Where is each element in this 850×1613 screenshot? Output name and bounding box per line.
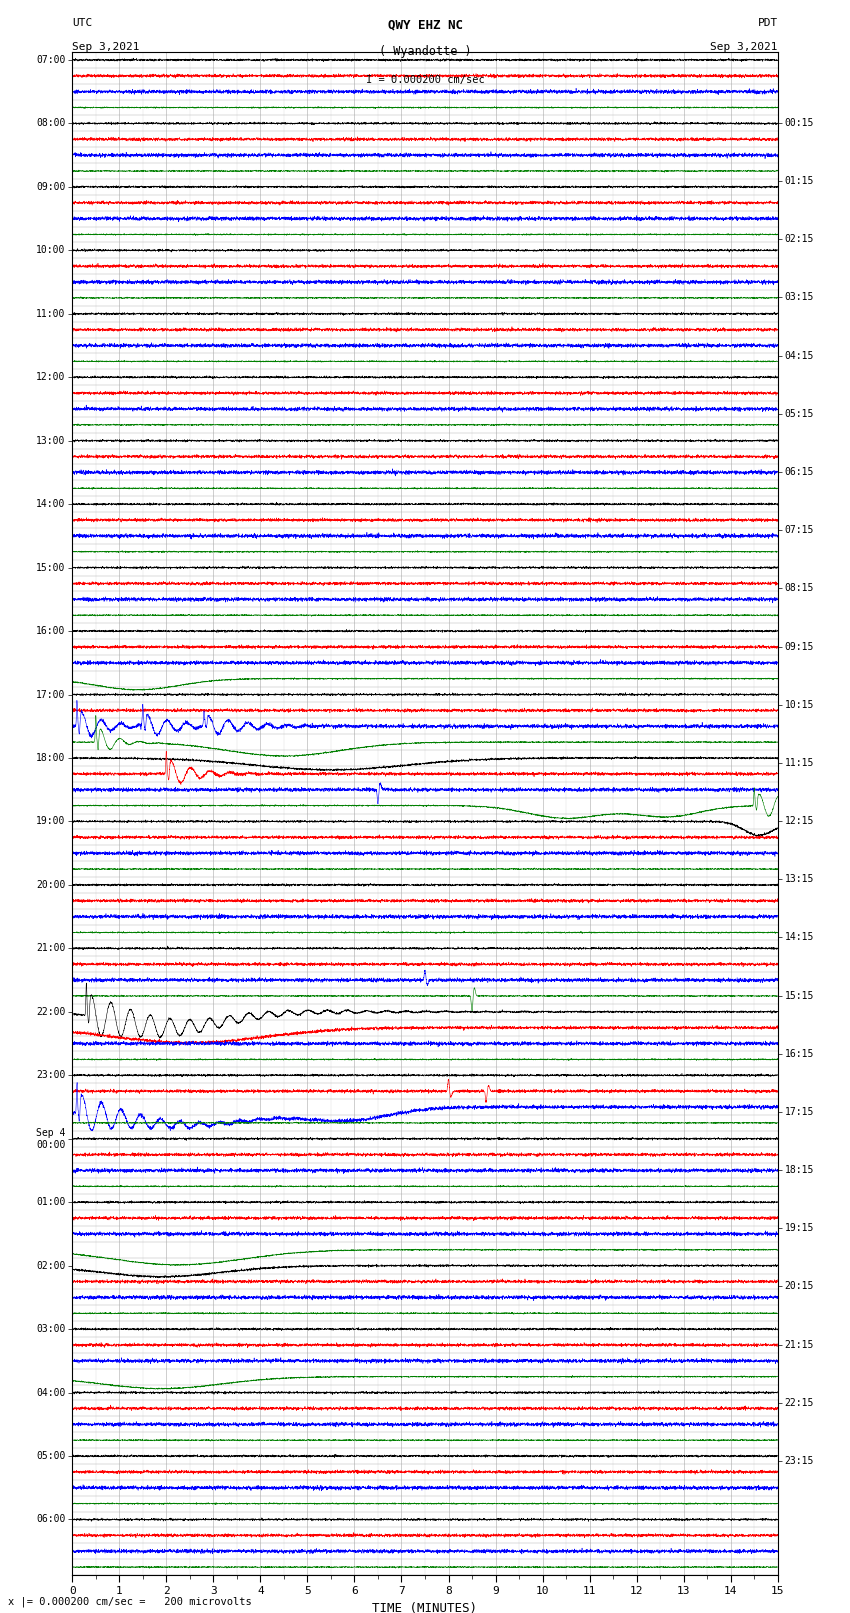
Text: QWY EHZ NC: QWY EHZ NC [388,18,462,31]
Text: Sep 3,2021: Sep 3,2021 [72,42,139,52]
Text: PDT: PDT [757,18,778,27]
Text: I = 0.000200 cm/sec: I = 0.000200 cm/sec [366,74,484,84]
Text: UTC: UTC [72,18,93,27]
X-axis label: TIME (MINUTES): TIME (MINUTES) [372,1602,478,1613]
Text: x |= 0.000200 cm/sec =   200 microvolts: x |= 0.000200 cm/sec = 200 microvolts [8,1595,252,1607]
Text: ( Wyandotte ): ( Wyandotte ) [379,45,471,58]
Text: Sep 3,2021: Sep 3,2021 [711,42,778,52]
